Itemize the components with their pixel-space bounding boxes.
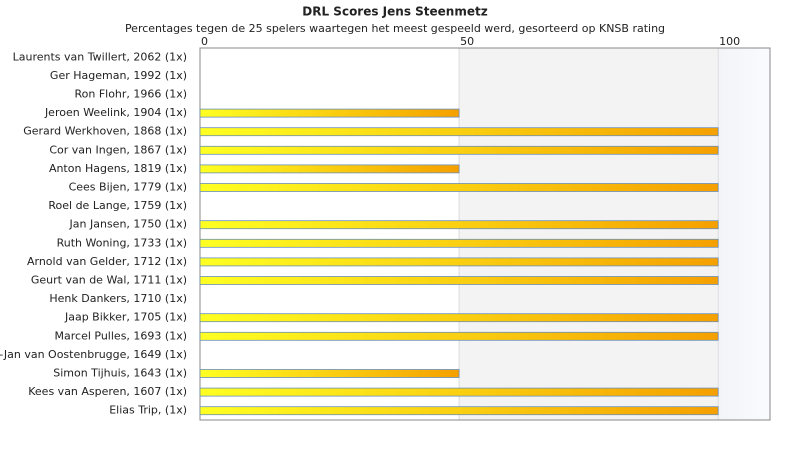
bar bbox=[199, 145, 719, 155]
x-tick-label: 50 bbox=[460, 35, 474, 48]
y-tick-label: Jan Jansen, 1750 (1x) bbox=[69, 218, 187, 231]
y-tick-label: Ron Flohr, 1966 (1x) bbox=[74, 88, 187, 101]
chart-subtitle: Percentages tegen de 25 spelers waartege… bbox=[125, 22, 665, 35]
y-tick-label: Cees Bijen, 1779 (1x) bbox=[69, 181, 187, 194]
y-tick-label: Kees van Asperen, 1607 (1x) bbox=[28, 385, 187, 398]
y-tick-label: Laurents van Twillert, 2062 (1x) bbox=[13, 50, 187, 63]
y-tick-label: Gerard Werkhoven, 1868 (1x) bbox=[23, 125, 187, 138]
y-tick-label: Ruth Woning, 1733 (1x) bbox=[57, 236, 187, 249]
y-tick-label: Simon Tijhuis, 1643 (1x) bbox=[53, 367, 187, 380]
bar bbox=[199, 108, 460, 118]
bar bbox=[199, 183, 719, 192]
bar bbox=[199, 406, 719, 416]
y-tick-label: Marcel Pulles, 1693 (1x) bbox=[55, 329, 187, 342]
y-tick-label: Jeroen Weelink, 1904 (1x) bbox=[44, 106, 187, 119]
chart-title: DRL Scores Jens Steenmetz bbox=[302, 5, 487, 19]
plot-band bbox=[718, 48, 770, 420]
y-tick-label: Roel de Lange, 1759 (1x) bbox=[48, 199, 187, 212]
bar bbox=[199, 313, 719, 323]
bar bbox=[199, 257, 719, 267]
bar bbox=[199, 276, 719, 285]
x-tick-label: 0 bbox=[201, 35, 208, 48]
y-tick-label: Ger Hageman, 1992 (1x) bbox=[50, 69, 187, 82]
y-tick-label: Henk Dankers, 1710 (1x) bbox=[49, 292, 187, 305]
bar bbox=[199, 369, 460, 378]
y-tick-label: Arnold van Gelder, 1712 (1x) bbox=[27, 255, 187, 268]
bar bbox=[199, 387, 719, 397]
plot-frame bbox=[199, 47, 771, 421]
bar bbox=[199, 331, 719, 341]
y-tick-label: Cor van Ingen, 1867 (1x) bbox=[49, 143, 187, 156]
x-tick-label: 100 bbox=[719, 35, 740, 48]
y-tick-label: Jaap Bikker, 1705 (1x) bbox=[64, 311, 187, 324]
plot-band bbox=[459, 48, 719, 420]
bar bbox=[199, 127, 719, 137]
y-tick-label: t-Jan van Oostenbrugge, 1649 (1x) bbox=[0, 348, 187, 361]
bar bbox=[199, 220, 719, 230]
y-tick-label: Anton Hagens, 1819 (1x) bbox=[49, 162, 187, 175]
y-tick-label: Elias Trip, (1x) bbox=[109, 404, 187, 417]
bar bbox=[199, 164, 460, 174]
y-tick-label: Geurt van de Wal, 1711 (1x) bbox=[31, 274, 187, 287]
bar bbox=[199, 238, 719, 248]
